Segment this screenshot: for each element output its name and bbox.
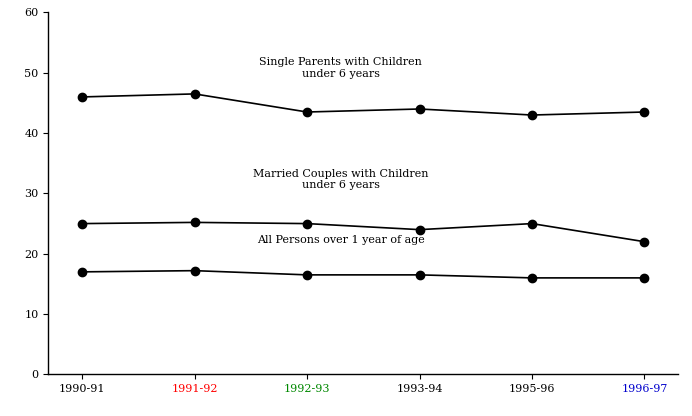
Text: All Persons over 1 year of age: All Persons over 1 year of age (257, 235, 425, 245)
Text: Married Couples with Children
under 6 years: Married Couples with Children under 6 ye… (253, 169, 428, 191)
Text: Single Parents with Children
under 6 years: Single Parents with Children under 6 yea… (260, 57, 422, 79)
